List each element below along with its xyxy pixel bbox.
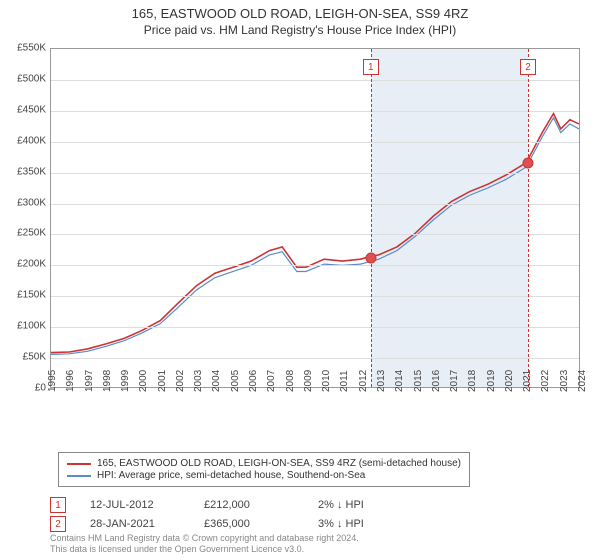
gridline-h bbox=[51, 204, 579, 205]
legend-row-hpi: HPI: Average price, semi-detached house,… bbox=[67, 470, 461, 481]
x-axis-label: 1998 bbox=[102, 370, 113, 392]
marker-box: 1 bbox=[363, 59, 379, 75]
marker-dot bbox=[523, 158, 534, 169]
legend-label-property: 165, EASTWOOD OLD ROAD, LEIGH-ON-SEA, SS… bbox=[97, 458, 461, 469]
tx-price: £212,000 bbox=[204, 499, 294, 511]
x-axis-label: 1995 bbox=[47, 370, 58, 392]
tx-pct: 3% ↓ HPI bbox=[318, 518, 408, 530]
y-axis-label: £250K bbox=[17, 228, 46, 239]
x-axis-label: 2019 bbox=[486, 370, 497, 392]
chart-container: 165, EASTWOOD OLD ROAD, LEIGH-ON-SEA, SS… bbox=[0, 0, 600, 560]
y-axis-label: £400K bbox=[17, 135, 46, 146]
chart-plot-area: 12 £0£50K£100K£150K£200K£250K£300K£350K£… bbox=[50, 48, 580, 388]
gridline-h bbox=[51, 142, 579, 143]
x-axis-label: 2007 bbox=[266, 370, 277, 392]
transaction-table: 1 12-JUL-2012 £212,000 2% ↓ HPI 2 28-JAN-2021… bbox=[50, 494, 408, 535]
x-axis-label: 1996 bbox=[65, 370, 76, 392]
x-axis-label: 2005 bbox=[230, 370, 241, 392]
x-axis-label: 2023 bbox=[559, 370, 570, 392]
footer-line2: This data is licensed under the Open Gov… bbox=[50, 544, 359, 556]
y-axis-label: £0 bbox=[35, 383, 46, 394]
gridline-h bbox=[51, 265, 579, 266]
chart-subtitle: Price paid vs. HM Land Registry's House … bbox=[0, 23, 600, 37]
x-axis-label: 2011 bbox=[339, 370, 350, 392]
x-axis-label: 2022 bbox=[540, 370, 551, 392]
title-area: 165, EASTWOOD OLD ROAD, LEIGH-ON-SEA, SS… bbox=[0, 0, 600, 37]
gridline-h bbox=[51, 80, 579, 81]
x-axis-label: 2001 bbox=[157, 370, 168, 392]
legend-swatch-hpi bbox=[67, 475, 91, 477]
x-axis-label: 2014 bbox=[394, 370, 405, 392]
y-axis-label: £150K bbox=[17, 290, 46, 301]
x-axis-label: 2006 bbox=[248, 370, 259, 392]
x-axis-label: 1999 bbox=[120, 370, 131, 392]
x-axis-label: 2008 bbox=[285, 370, 296, 392]
y-axis-label: £200K bbox=[17, 259, 46, 270]
line-chart-svg bbox=[51, 49, 579, 387]
y-axis-label: £450K bbox=[17, 104, 46, 115]
footer-attribution: Contains HM Land Registry data © Crown c… bbox=[50, 533, 359, 556]
x-axis-label: 2003 bbox=[193, 370, 204, 392]
y-axis-label: £50K bbox=[23, 352, 46, 363]
x-axis-label: 2021 bbox=[522, 370, 533, 392]
x-axis-label: 2009 bbox=[303, 370, 314, 392]
y-axis-label: £500K bbox=[17, 73, 46, 84]
x-axis-label: 2015 bbox=[413, 370, 424, 392]
marker-box: 2 bbox=[520, 59, 536, 75]
chart-title-address: 165, EASTWOOD OLD ROAD, LEIGH-ON-SEA, SS… bbox=[0, 6, 600, 21]
tx-date: 28-JAN-2021 bbox=[90, 518, 180, 530]
x-axis-label: 2012 bbox=[358, 370, 369, 392]
x-axis-label: 2013 bbox=[376, 370, 387, 392]
x-axis-label: 2002 bbox=[175, 370, 186, 392]
legend-row-property: 165, EASTWOOD OLD ROAD, LEIGH-ON-SEA, SS… bbox=[67, 458, 461, 469]
series-line bbox=[51, 114, 579, 353]
transaction-row: 1 12-JUL-2012 £212,000 2% ↓ HPI bbox=[50, 497, 408, 513]
transaction-row: 2 28-JAN-2021 £365,000 3% ↓ HPI bbox=[50, 516, 408, 532]
marker-line bbox=[528, 49, 529, 387]
x-axis-label: 2018 bbox=[467, 370, 478, 392]
x-axis-label: 2004 bbox=[211, 370, 222, 392]
x-axis-label: 2010 bbox=[321, 370, 332, 392]
footer-line1: Contains HM Land Registry data © Crown c… bbox=[50, 533, 359, 545]
series-line bbox=[51, 118, 579, 355]
gridline-h bbox=[51, 327, 579, 328]
y-axis-label: £350K bbox=[17, 166, 46, 177]
gridline-h bbox=[51, 358, 579, 359]
y-axis-label: £100K bbox=[17, 321, 46, 332]
marker-line bbox=[371, 49, 372, 387]
gridline-h bbox=[51, 296, 579, 297]
y-axis-label: £550K bbox=[17, 43, 46, 54]
legend-label-hpi: HPI: Average price, semi-detached house,… bbox=[97, 470, 365, 481]
tx-pct: 2% ↓ HPI bbox=[318, 499, 408, 511]
plot-box: 12 bbox=[50, 48, 580, 388]
tx-date: 12-JUL-2012 bbox=[90, 499, 180, 511]
x-axis-label: 2016 bbox=[431, 370, 442, 392]
tx-marker-box: 2 bbox=[50, 516, 66, 532]
x-axis-label: 2020 bbox=[504, 370, 515, 392]
y-axis-label: £300K bbox=[17, 197, 46, 208]
tx-marker-box: 1 bbox=[50, 497, 66, 513]
legend-swatch-property bbox=[67, 463, 91, 465]
gridline-h bbox=[51, 111, 579, 112]
legend-box: 165, EASTWOOD OLD ROAD, LEIGH-ON-SEA, SS… bbox=[58, 452, 470, 487]
marker-dot bbox=[365, 252, 376, 263]
x-axis-label: 2000 bbox=[138, 370, 149, 392]
tx-price: £365,000 bbox=[204, 518, 294, 530]
x-axis-label: 1997 bbox=[84, 370, 95, 392]
gridline-h bbox=[51, 173, 579, 174]
x-axis-label: 2017 bbox=[449, 370, 460, 392]
gridline-h bbox=[51, 234, 579, 235]
x-axis-label: 2024 bbox=[577, 370, 588, 392]
